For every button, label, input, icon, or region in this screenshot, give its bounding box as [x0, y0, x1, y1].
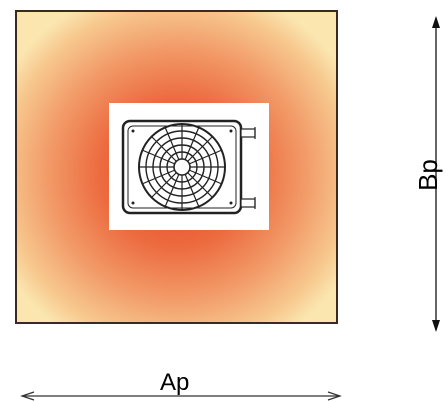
arrow-up-icon [432, 16, 440, 28]
width-dimension-line [20, 391, 342, 401]
height-dimension-line [432, 16, 440, 332]
width-label: Ap [160, 369, 190, 396]
fan-unit-icon [121, 119, 256, 215]
height-label: Bp [413, 159, 443, 191]
arrow-down-icon [432, 320, 440, 332]
fan-heater-unit [109, 103, 269, 230]
